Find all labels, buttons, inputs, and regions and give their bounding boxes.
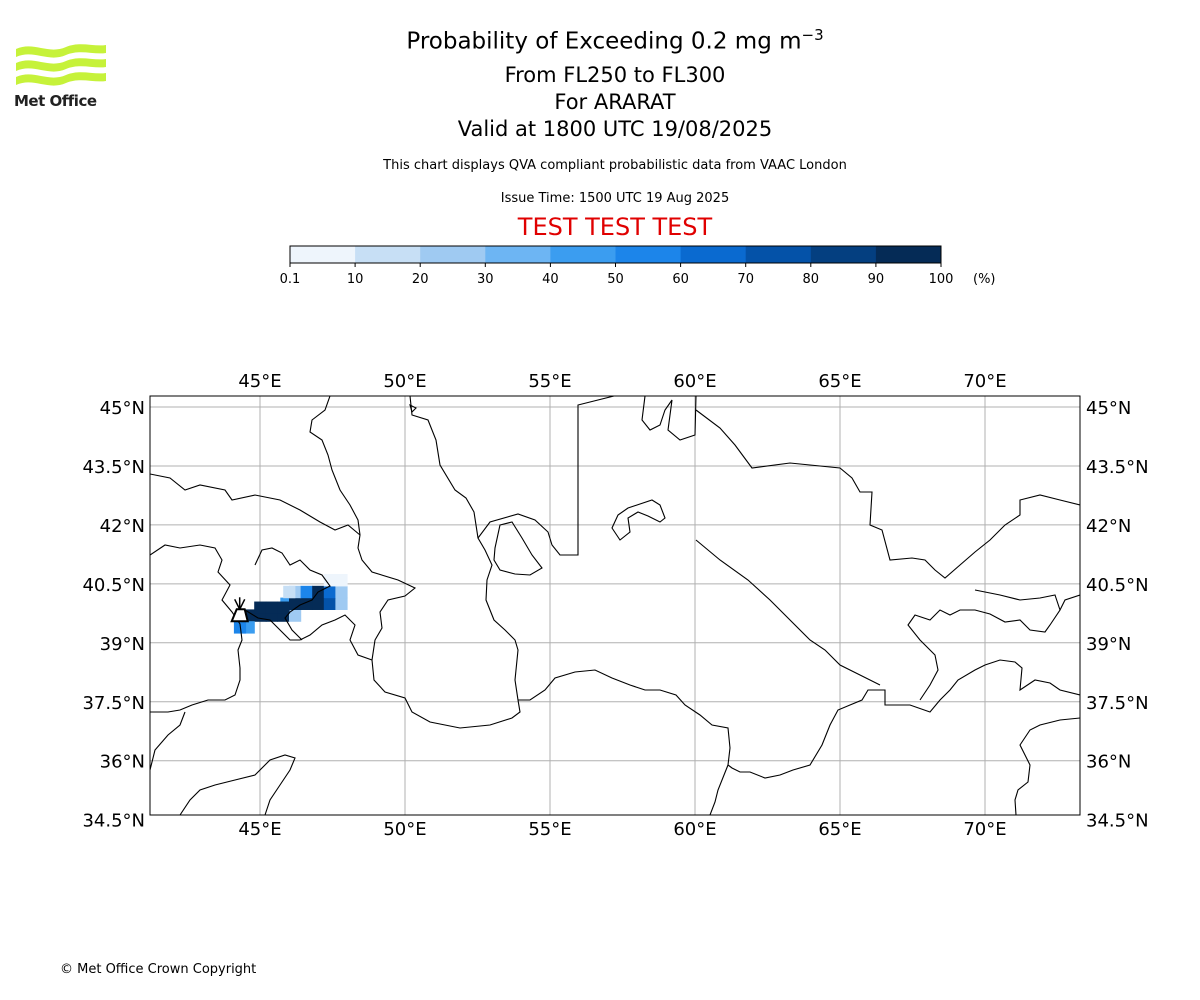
longitude-label-top: 70°E	[963, 371, 1006, 392]
longitude-label-bottom: 55°E	[528, 819, 571, 840]
latitude-label-left: 34.5°N	[82, 811, 145, 832]
colorbar-tick-label: 80	[803, 272, 820, 287]
latitude-label-right: 39°N	[1086, 634, 1131, 655]
latitude-label-left: 36°N	[100, 752, 145, 773]
colorbar-tick-label: 90	[868, 272, 885, 287]
longitude-label-top: 45°E	[238, 371, 281, 392]
probability-cell	[312, 597, 325, 610]
colorbar-tick-label: 10	[347, 272, 364, 287]
probability-cell	[265, 601, 278, 614]
colorbar-tick-label: 60	[672, 272, 689, 287]
latitude-label-left: 39°N	[100, 634, 145, 655]
latitude-label-right: 36°N	[1086, 752, 1131, 773]
colorbar-segment	[355, 246, 421, 263]
longitude-label-bottom: 60°E	[673, 819, 716, 840]
probability-cell	[335, 597, 348, 610]
map-frame	[149, 395, 1081, 816]
latitude-label-left: 42°N	[100, 516, 145, 537]
probability-cell	[289, 609, 302, 622]
volcano-marker	[230, 597, 249, 623]
colorbar-tick-label: 20	[412, 272, 429, 287]
colorbar-tick-label: 70	[737, 272, 754, 287]
longitude-label-top: 65°E	[818, 371, 861, 392]
valid-time: Valid at 1800 UTC 19/08/2025	[457, 117, 773, 141]
probability-cell	[335, 585, 348, 599]
colorbar-tick-label: 40	[542, 272, 559, 287]
longitude-label-top: 50°E	[383, 371, 426, 392]
probability-cell	[277, 601, 290, 614]
latitude-label-left: 43.5°N	[82, 457, 145, 478]
copyright: © Met Office Crown Copyright	[60, 962, 257, 977]
colorbar-tick-label: 100	[929, 272, 954, 287]
latitude-label-left: 45°N	[100, 398, 145, 419]
longitude-label-bottom: 65°E	[818, 819, 861, 840]
volcano-plume-line	[239, 598, 246, 610]
probability-cell	[283, 585, 296, 599]
colorbar-segment	[420, 246, 486, 263]
volcano-symbol	[230, 608, 249, 623]
colorbar-tick-label: 50	[607, 272, 624, 287]
longitude-label-top: 55°E	[528, 371, 571, 392]
probability-cell	[323, 585, 336, 599]
latitude-label-right: 42°N	[1086, 516, 1131, 537]
latitude-label-left: 40.5°N	[82, 575, 145, 596]
latitude-label-right: 45°N	[1086, 398, 1131, 419]
coastlines	[150, 396, 1080, 815]
probability-cell	[323, 597, 336, 610]
test-banner: TEST TEST TEST	[517, 213, 713, 241]
probability-cell	[300, 585, 313, 599]
latitude-label-right: 37.5°N	[1086, 693, 1149, 714]
volcano-name: For ARARAT	[554, 90, 676, 114]
chart-title: Probability of Exceeding 0.2 mg m−3	[406, 26, 824, 55]
latitude-label-right: 34.5°N	[1086, 811, 1149, 832]
issue-time: Issue Time: 1500 UTC 19 Aug 2025	[500, 191, 730, 206]
latitude-label-left: 37.5°N	[82, 693, 145, 714]
colorbar-segment	[680, 246, 747, 263]
latitude-label-right: 40.5°N	[1086, 575, 1149, 596]
colorbar-segment	[810, 246, 877, 263]
colorbar-segment	[290, 246, 356, 263]
probability-cell	[323, 574, 336, 587]
latitude-label-right: 43.5°N	[1086, 457, 1149, 478]
colorbar-tick-label: 30	[477, 272, 494, 287]
colorbar-segment	[550, 246, 616, 263]
colorbar-unit: (%)	[973, 272, 996, 287]
longitude-label-top: 60°E	[673, 371, 716, 392]
colorbar-segment	[875, 246, 942, 263]
met-office-logo	[16, 44, 106, 86]
colorbar-segment	[745, 246, 812, 263]
colorbar: 0.1 10 20 30 40 50 60 70 80 90 100 (%)	[280, 245, 996, 287]
longitude-label-bottom: 50°E	[383, 819, 426, 840]
colorbar-segment	[485, 246, 551, 263]
probability-cell	[254, 601, 267, 614]
longitude-label-bottom: 70°E	[963, 819, 1006, 840]
description: This chart displays QVA compliant probab…	[383, 158, 847, 173]
volcano-plume-line	[234, 598, 241, 610]
flight-levels: From FL250 to FL300	[504, 63, 726, 87]
probability-cell	[335, 574, 348, 587]
longitude-label-bottom: 45°E	[238, 819, 281, 840]
logo-text: Met Office	[14, 92, 97, 110]
colorbar-tick-label: 0.1	[280, 272, 301, 287]
colorbar-segment	[615, 246, 682, 263]
